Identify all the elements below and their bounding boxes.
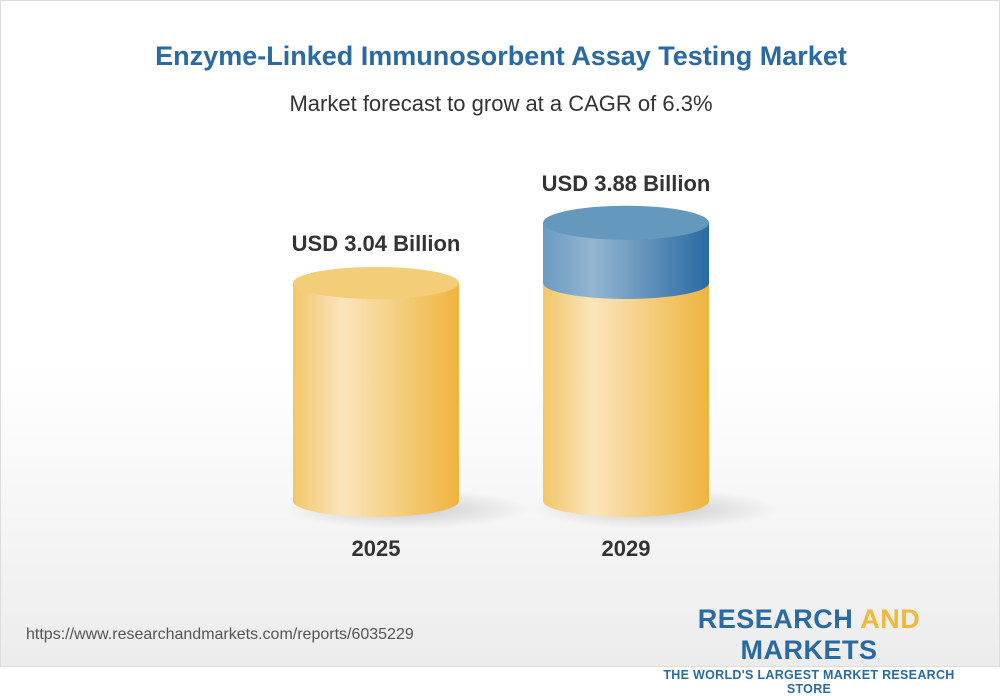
- cylinder-base-body-2029: [543, 283, 709, 517]
- logo-word-markets: MARKETS: [740, 635, 878, 665]
- category-label-2029: 2029: [602, 536, 651, 561]
- chart-subtitle: Market forecast to grow at a CAGR of 6.3…: [289, 91, 713, 116]
- logo-word-research: RESEARCH: [697, 604, 854, 634]
- cylinder-chart: USD 3.04 Billion 2025 USD 3.88 Billion 2029: [283, 171, 779, 561]
- logo-word-and: AND: [860, 604, 921, 634]
- source-url[interactable]: https://www.researchandmarkets.com/repor…: [26, 626, 414, 643]
- chart-title: Enzyme-Linked Immunosorbent Assay Testin…: [155, 41, 847, 71]
- research-and-markets-logo: RESEARCH AND MARKETS THE WORLD'S LARGEST…: [641, 604, 977, 696]
- cylinder-growth-body-2029: [543, 222, 709, 299]
- cylinder-top-2025: [293, 267, 459, 299]
- data-label-2029: USD 3.88 Billion: [542, 171, 711, 196]
- cylinder-top-2029: [543, 205, 709, 240]
- cylinder-base-body-2025: [293, 283, 459, 517]
- data-label-2025: USD 3.04 Billion: [292, 231, 461, 256]
- logo-tagline: THE WORLD'S LARGEST MARKET RESEARCH STOR…: [663, 668, 955, 696]
- category-label-2025: 2025: [352, 536, 401, 561]
